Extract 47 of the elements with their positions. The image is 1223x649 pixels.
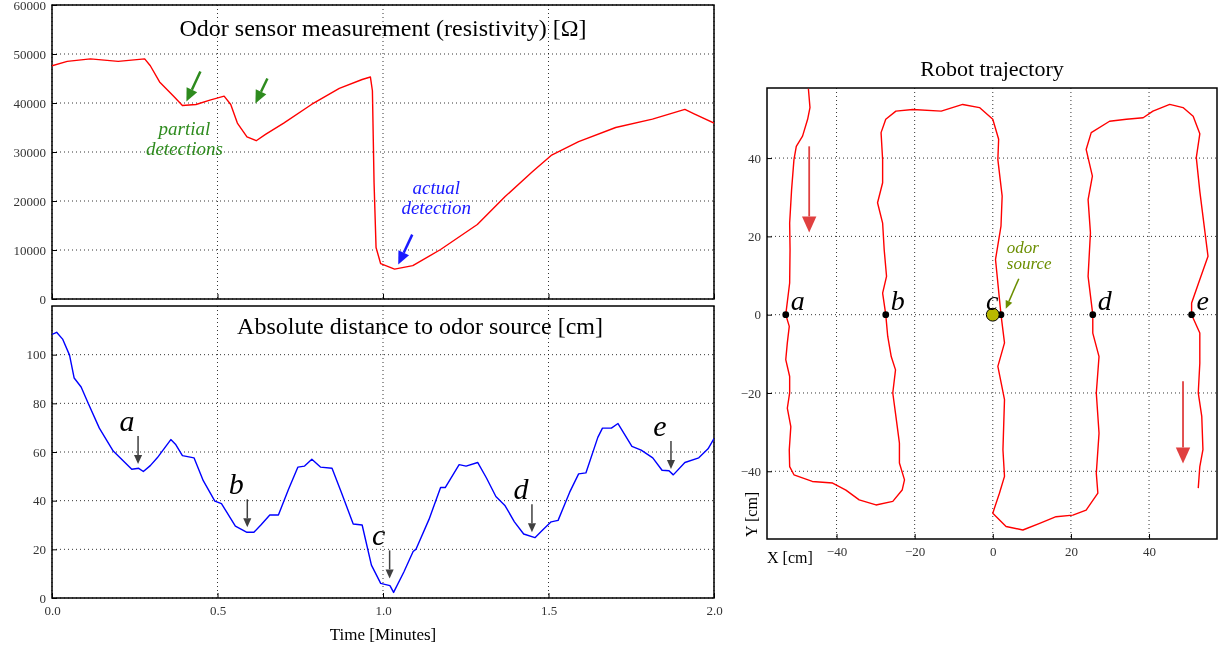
x-tick-label: 0.5 (209, 603, 227, 619)
annotation: e (1196, 284, 1210, 316)
y-tick-label: −40 (740, 463, 761, 479)
annotation: partial detections (145, 118, 223, 160)
annotation: a (119, 404, 135, 438)
y-tick-label: 60 (33, 444, 46, 460)
x-tick-label: 20 (1064, 544, 1078, 560)
annotation: b (228, 467, 244, 501)
y-tick-label: 20 (748, 229, 761, 245)
chart-title: Odor sensor measurement (resistivity) [Ω] (179, 15, 587, 41)
x-tick-label: 1.5 (540, 603, 558, 619)
line-series (52, 58, 714, 270)
x-axis-title: Time [Minutes] (329, 625, 437, 644)
y-tick-label: 0 (39, 291, 46, 307)
y-tick-label: 60000 (13, 0, 46, 13)
y-tick-label: 0 (39, 590, 46, 606)
y-tick-label: 30000 (13, 144, 46, 160)
chart-title: Robot trajectory (920, 56, 1064, 81)
annotation: b (890, 284, 905, 316)
annotation: actual detection (401, 176, 472, 218)
annotation: e (653, 408, 667, 442)
annotation: odor source (1006, 237, 1052, 273)
annotation: c (985, 284, 999, 316)
y-tick-label: 100 (26, 347, 46, 363)
y-tick-label: 40000 (13, 95, 46, 111)
y-tick-label: 80 (33, 395, 46, 411)
annotation: d (1097, 284, 1113, 316)
y-tick-label: 50000 (13, 46, 46, 62)
y-tick-label: 0 (754, 307, 761, 323)
y-tick-label: −20 (740, 385, 761, 401)
annotation: c (371, 518, 386, 552)
annotation: a (790, 284, 805, 316)
y-tick-label: 40 (748, 150, 761, 166)
y-tick-label: 20000 (13, 193, 46, 209)
x-tick-label: 0.0 (44, 603, 61, 619)
x-tick-label: 0 (990, 544, 997, 560)
y-tick-label: 40 (33, 493, 46, 509)
x-tick-label: 40 (1143, 544, 1157, 560)
x-tick-label: −20 (904, 544, 926, 560)
x-tick-label: 1.0 (375, 603, 392, 619)
y-tick-label: 10000 (13, 242, 46, 258)
x-tick-label: 2.0 (706, 603, 723, 619)
chart-title: Absolute distance to odor source [cm] (237, 313, 603, 339)
x-axis-title: X [cm] (767, 549, 813, 566)
y-axis-title: Y [cm] (743, 491, 760, 537)
x-tick-label: −40 (826, 544, 848, 560)
annotation: d (513, 472, 530, 506)
